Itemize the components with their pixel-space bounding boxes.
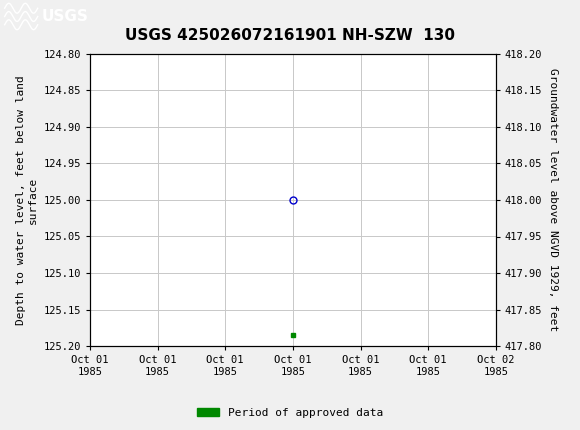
Legend: Period of approved data: Period of approved data (193, 403, 387, 422)
Text: USGS 425026072161901 NH-SZW  130: USGS 425026072161901 NH-SZW 130 (125, 28, 455, 43)
Y-axis label: Depth to water level, feet below land
surface: Depth to water level, feet below land su… (16, 75, 38, 325)
Text: USGS: USGS (42, 9, 89, 24)
Y-axis label: Groundwater level above NGVD 1929, feet: Groundwater level above NGVD 1929, feet (548, 68, 558, 332)
